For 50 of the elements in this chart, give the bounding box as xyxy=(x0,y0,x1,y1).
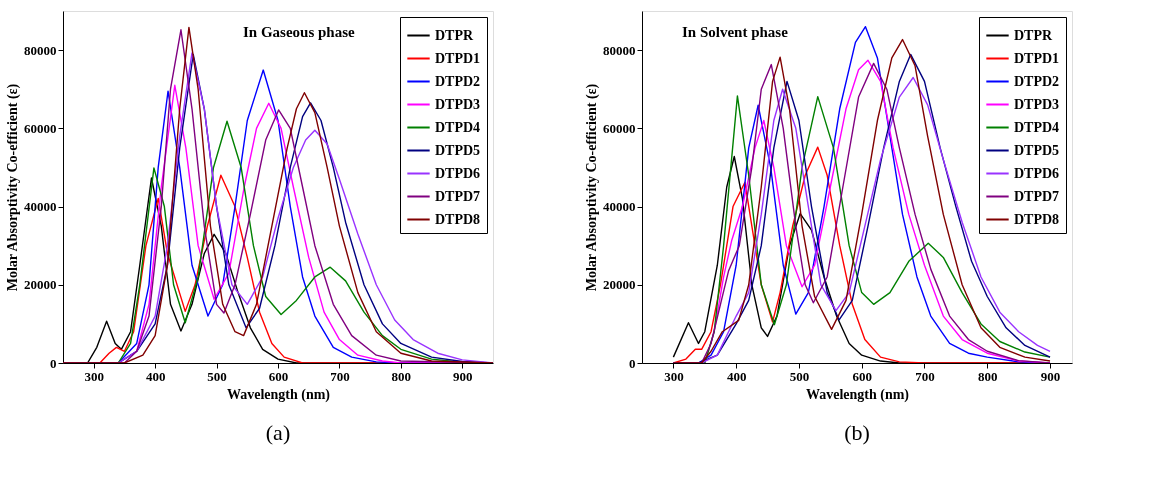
x-tick-label: 300 xyxy=(664,368,684,384)
legend-label: DTPD6 xyxy=(435,165,481,181)
x-tick-label: 800 xyxy=(391,368,412,384)
y-tick-label: 60000 xyxy=(24,120,57,136)
x-tick-label: 900 xyxy=(1040,368,1061,384)
legend-label: DTPD2 xyxy=(1014,73,1060,89)
legend-label: DTPD7 xyxy=(1014,188,1060,204)
legend-label: DTPR xyxy=(435,27,474,43)
annotation: In Gaseous phase xyxy=(243,24,356,40)
legend-label: DTPD8 xyxy=(1014,211,1060,227)
y-tick-label: 40000 xyxy=(24,199,57,215)
text: (a) xyxy=(265,420,291,445)
x-tick-label: 800 xyxy=(978,368,998,384)
x-tick-label: 300 xyxy=(84,368,104,384)
x-tick-label: 500 xyxy=(789,368,810,384)
text: (b) xyxy=(844,420,870,445)
y-axis-title: Molar Absorptivity Co-efficient (ε) xyxy=(5,83,21,292)
x-tick-label: 500 xyxy=(207,368,227,384)
y-tick-label: 60000 xyxy=(603,120,636,136)
legend-label: DTPD8 xyxy=(435,211,481,227)
x-tick-label: 600 xyxy=(852,368,872,384)
legend-label: DTPD5 xyxy=(435,142,481,158)
x-tick-label: 700 xyxy=(330,368,350,384)
x-tick-label: 400 xyxy=(145,368,166,384)
x-axis-title: Wavelength (nm) xyxy=(226,386,331,403)
x-tick-label: 400 xyxy=(726,368,747,384)
y-tick-label: 0 xyxy=(629,355,636,371)
legend-label: DTPD5 xyxy=(1014,142,1060,158)
legend-label: DTPR xyxy=(1014,27,1053,43)
x-tick-label: 600 xyxy=(268,368,289,384)
x-axis-title: Wavelength (nm) xyxy=(805,386,910,403)
annotation: In Solvent phase xyxy=(682,24,789,40)
y-tick-label: 0 xyxy=(50,355,57,371)
x-tick-label: 900 xyxy=(453,368,473,384)
y-tick-label: 20000 xyxy=(24,277,57,293)
x-tick-label: 700 xyxy=(915,368,935,384)
y-axis-title: Molar Absorptivity Co-efficient (ε) xyxy=(584,83,600,292)
legend-label: DTPD6 xyxy=(1014,165,1060,181)
legend-label: DTPD1 xyxy=(435,50,481,66)
y-tick-label: 80000 xyxy=(603,42,636,58)
y-tick-label: 40000 xyxy=(603,199,636,215)
legend-label: DTPD1 xyxy=(1014,50,1060,66)
legend-label: DTPD3 xyxy=(435,96,481,112)
legend-label: DTPD2 xyxy=(435,73,481,89)
y-tick-label: 80000 xyxy=(24,42,57,58)
legend-label: DTPD4 xyxy=(435,119,481,135)
legend-label: DTPD3 xyxy=(1014,96,1060,112)
legend-label: DTPD7 xyxy=(435,188,481,204)
legend-label: DTPD4 xyxy=(1014,119,1060,135)
y-tick-label: 20000 xyxy=(603,277,636,293)
